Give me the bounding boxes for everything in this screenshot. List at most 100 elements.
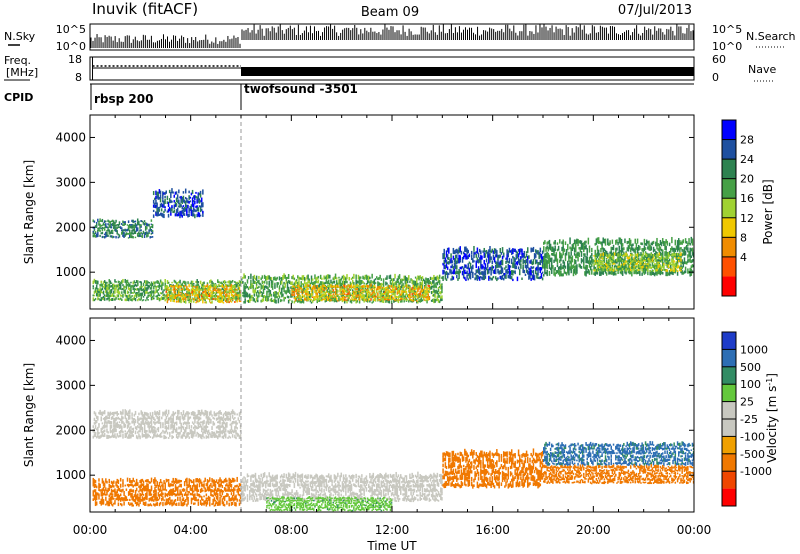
data-cell [188,416,190,420]
data-cell [314,287,316,290]
data-cell [569,246,571,250]
data-cell [100,225,102,227]
data-cell [231,434,234,438]
data-cell [616,260,618,262]
data-cell [173,204,176,209]
data-cell [94,231,97,235]
data-cell [163,200,165,204]
data-cell [212,421,214,426]
data-cell [166,287,169,291]
data-cell [437,276,440,281]
data-cell [387,288,389,291]
data-cell [179,431,181,435]
data-cell [93,234,96,238]
data-cell [388,294,391,298]
data-cell [301,275,304,281]
data-cell [194,286,196,288]
data-cell [229,429,232,434]
data-cell [131,416,133,420]
data-cell [649,257,651,260]
data-cell [94,235,97,238]
data-cell [359,289,362,291]
data-cell [119,294,122,297]
data-cell [189,206,192,209]
data-cell [132,219,134,224]
data-cell [664,259,666,263]
data-cell [158,213,161,216]
data-cell [109,221,112,223]
data-cell [121,291,123,294]
data-cell [117,226,120,229]
data-cell [202,299,204,304]
data-cell [635,243,638,250]
data-cell [626,253,629,257]
data-cell [99,435,101,439]
data-cell [680,252,682,256]
data-cell [539,247,542,253]
data-cell [194,200,196,205]
data-cell [220,425,222,428]
data-cell [143,411,146,416]
data-cell [316,289,318,291]
data-cell [123,221,125,223]
data-cell [134,222,137,227]
data-cell [600,254,602,259]
data-cell [134,225,137,228]
data-cell [557,270,560,275]
data-cell [172,411,174,417]
data-cell [642,268,645,274]
data-cell [374,278,377,281]
data-cell [132,297,134,301]
data-cell [212,431,214,437]
data-cell [193,284,195,287]
data-cell [515,261,518,265]
data-cell [318,291,321,294]
data-cell [315,294,317,298]
data-cell [171,206,173,212]
data-cell [441,283,443,286]
data-cell [92,230,95,233]
data-cell [155,199,157,205]
data-cell [404,275,407,281]
data-cell [491,260,494,265]
data-cell [392,278,394,281]
data-cell [164,195,166,199]
data-cell [220,411,222,415]
data-cell [250,295,252,299]
data-cell [295,285,298,288]
data-cell [441,298,443,301]
data-cell [217,285,219,288]
data-cell [182,431,185,435]
data-cell [608,259,610,263]
data-cell [491,277,494,281]
data-cell [450,265,452,269]
data-cell [531,274,534,280]
data-cell [143,234,146,238]
data-cell [205,424,208,429]
data-cell [370,285,372,291]
data-cell [222,288,225,291]
data-cell [140,296,142,300]
data-cell [382,286,385,289]
data-cell [534,267,537,271]
data-cell [327,292,330,295]
data-cell [186,287,188,291]
data-cell [267,275,269,280]
data-cell [268,289,270,293]
data-cell [94,419,97,425]
data-cell [413,283,416,289]
data-cell [562,273,564,277]
data-cell [639,268,641,271]
data-cell [127,227,130,231]
data-cell [235,288,237,291]
data-cell [677,256,680,259]
data-cell [380,290,383,293]
data-cell [683,247,686,253]
data-cell [546,262,548,270]
data-cell [544,261,546,269]
data-cell [164,418,166,421]
data-cell [354,293,356,295]
data-cell [408,294,410,296]
data-cell [162,429,164,433]
data-cell [331,296,333,302]
